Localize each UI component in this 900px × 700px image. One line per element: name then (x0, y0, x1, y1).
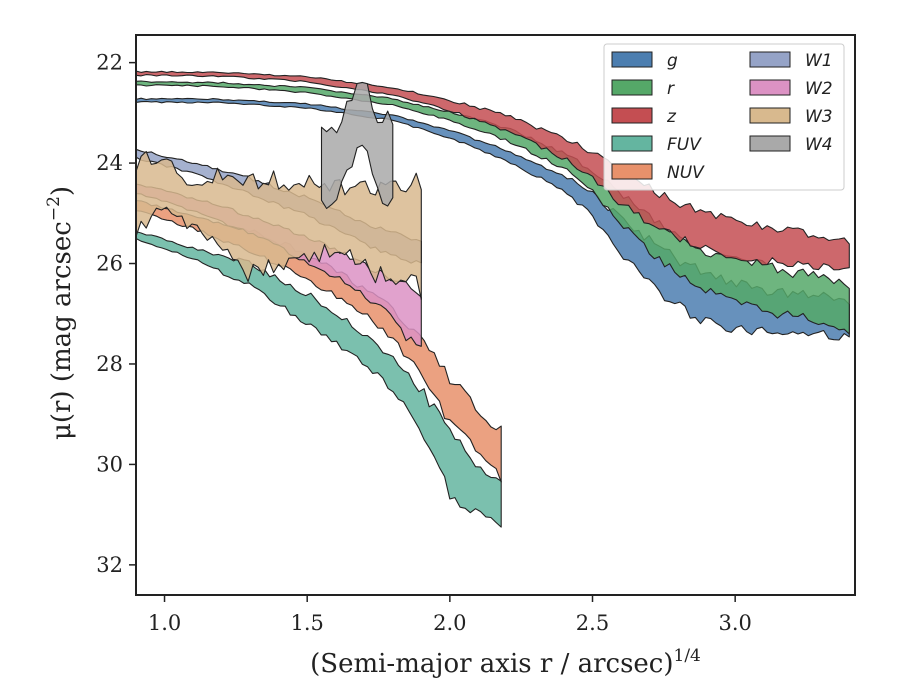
y-axis-label-tail: ) (47, 186, 77, 196)
x-tick-label: 2.0 (433, 611, 466, 635)
legend-item-nuv: NUV (611, 163, 705, 183)
x-axis: 1.0 1.5 2.0 2.5 3.0 (148, 595, 752, 635)
y-tick-label: 28 (96, 352, 123, 376)
x-tick-label: 2.5 (576, 611, 609, 635)
series-band-w4 (320, 81, 394, 210)
y-tick-label: 24 (96, 151, 123, 175)
legend-item-r: r (611, 79, 675, 99)
y-tick-label: 30 (96, 452, 123, 476)
x-tick-label: 3.0 (718, 611, 751, 635)
legend-swatch (611, 51, 653, 68)
legend-swatch (749, 107, 791, 124)
legend-label: g (667, 51, 678, 71)
legend-label: FUV (667, 135, 702, 155)
series-layer (136, 70, 850, 528)
y-axis-label: μ(r) (mag arcsec−2) (44, 186, 77, 440)
legend-item-w1: W1 (749, 51, 833, 71)
series-band-z (136, 70, 850, 271)
x-tick-label: 1.5 (290, 611, 323, 635)
legend-label: z (666, 107, 677, 127)
x-axis-label-superscript: 1/4 (674, 646, 701, 666)
legend-swatch (749, 135, 791, 152)
y-axis: 22 24 26 28 30 32 (96, 51, 136, 577)
legend-item-w3: W3 (749, 107, 833, 127)
legend-swatch (749, 51, 791, 68)
legend-label: W1 (805, 51, 833, 71)
x-tick-label: 1.0 (148, 611, 181, 635)
legend-item-z: z (611, 107, 677, 127)
legend-item-fuv: FUV (611, 135, 702, 155)
legend-label: NUV (667, 163, 705, 183)
legend-label: W4 (805, 135, 833, 155)
legend-swatch (749, 79, 791, 96)
y-axis-label-superscript: −2 (44, 196, 64, 221)
series-band-fuv (136, 231, 502, 528)
series-band-w3 (136, 150, 422, 301)
y-axis-label-text: μ(r) (mag arcsec (47, 221, 77, 440)
legend-swatch (611, 135, 653, 152)
legend: grz FUV NUV W1 W2 W3 W4 (603, 43, 845, 191)
legend-item-g: g (611, 51, 678, 71)
y-tick-label: 26 (96, 252, 123, 276)
x-axis-label: (Semi-major axis r / arcsec)1/4 (310, 646, 701, 679)
legend-label: W2 (805, 79, 833, 99)
legend-item-w4: W4 (749, 135, 833, 155)
y-tick-label: 22 (96, 51, 123, 75)
legend-label: r (667, 79, 675, 99)
legend-item-w2: W2 (749, 79, 833, 99)
x-axis-label-text: (Semi-major axis r / arcsec) (310, 649, 673, 679)
legend-label: W3 (805, 107, 833, 127)
plot-frame (135, 34, 856, 596)
legend-swatch (611, 107, 653, 124)
legend-swatch (611, 163, 653, 180)
y-tick-label: 32 (96, 553, 123, 577)
legend-swatch (611, 79, 653, 96)
